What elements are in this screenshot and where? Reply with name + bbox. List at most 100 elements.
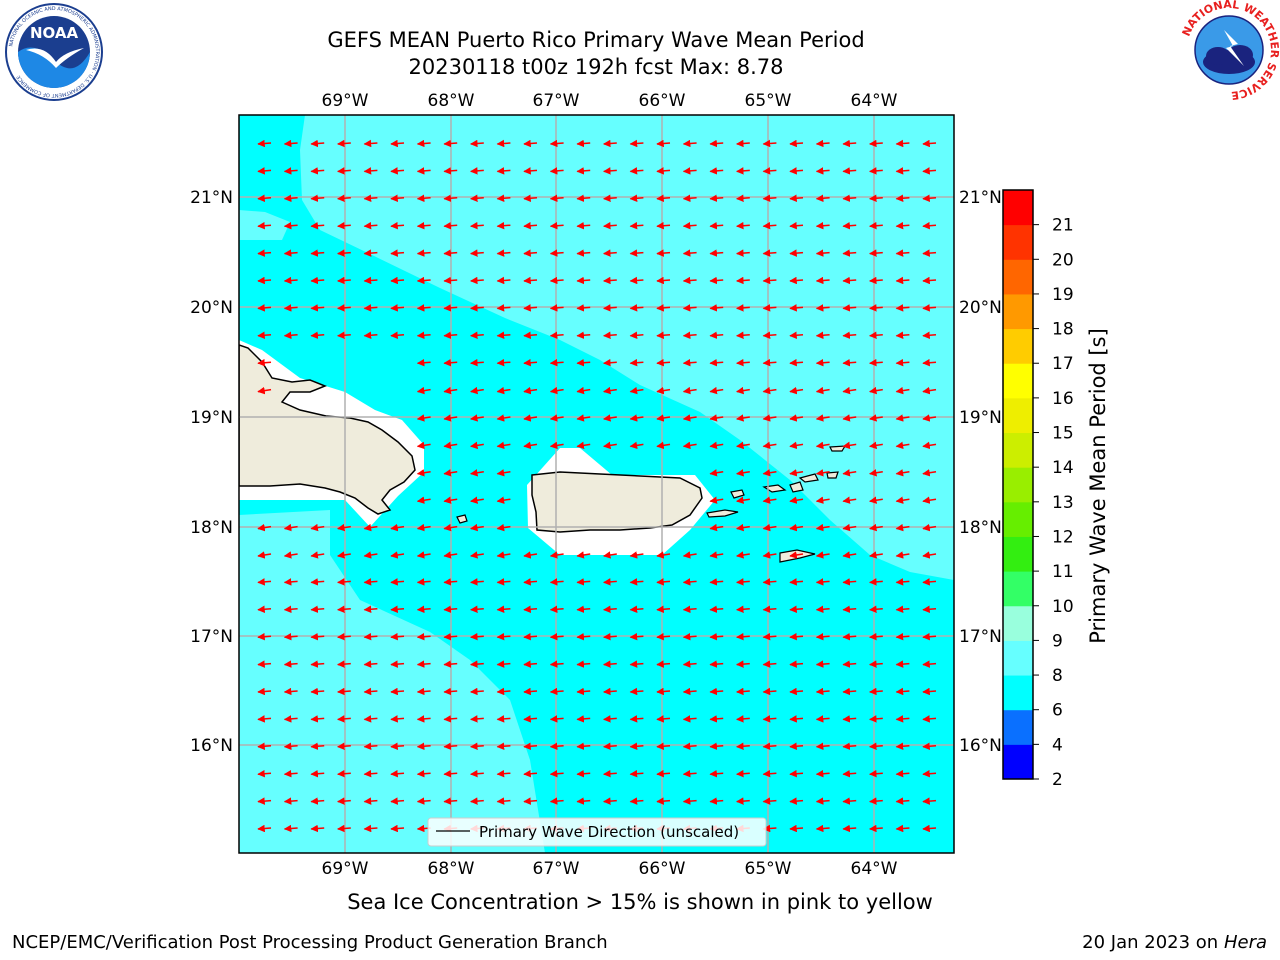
wave-direction-arrow (922, 469, 937, 477)
wave-direction-arrow (523, 605, 538, 614)
wave-direction-arrow (869, 441, 883, 450)
wave-direction-arrow (869, 578, 883, 586)
wave-direction-arrow (682, 276, 697, 285)
wave-direction-arrow (337, 249, 351, 257)
wave-direction-arrow (416, 797, 431, 805)
wave-direction-arrow (257, 742, 272, 751)
wave-direction-arrow (363, 742, 378, 751)
wave-direction-arrow (629, 331, 644, 340)
wave-direction-arrow (416, 496, 431, 504)
wave-direction-arrow (603, 386, 617, 395)
wave-direction-arrow (815, 578, 830, 586)
legend-label: Primary Wave Direction (unscaled) (479, 823, 739, 841)
wave-direction-arrow (496, 469, 511, 477)
wave-direction-arrow (629, 687, 644, 696)
wave-direction-arrow (390, 769, 405, 778)
lon-label-bottom: 65°W (745, 859, 792, 879)
wave-direction-arrow (922, 715, 937, 723)
wave-direction-arrow (443, 715, 458, 723)
wave-direction-arrow (842, 441, 857, 450)
wave-direction-arrow (576, 687, 591, 696)
wave-direction-arrow (416, 194, 431, 203)
wave-direction-arrow (709, 358, 724, 367)
wave-direction-arrow (310, 276, 325, 285)
wave-direction-arrow (762, 139, 777, 148)
wave-direction-arrow (523, 632, 538, 641)
wave-direction-arrow (390, 304, 405, 312)
wave-direction-arrow (390, 523, 405, 532)
wave-direction-arrow (656, 660, 671, 668)
wave-direction-arrow (736, 414, 750, 422)
wave-direction-arrow (869, 358, 883, 367)
wave-direction-arrow (762, 441, 777, 450)
wave-direction-arrow (736, 496, 750, 504)
wave-direction-arrow (682, 386, 697, 395)
wave-direction-arrow (576, 769, 591, 778)
nws-logo: NATIONAL WEATHER SERVICE (1180, 0, 1280, 100)
wave-direction-arrow (310, 769, 325, 778)
island-st-john (789, 481, 804, 493)
wave-direction-arrow (736, 221, 750, 230)
wave-direction-arrow (257, 304, 272, 312)
wave-direction-arrow (496, 221, 511, 230)
wave-direction-arrow (922, 551, 937, 559)
colorbar-segment (1003, 363, 1033, 399)
island-vieques (706, 509, 739, 518)
wave-direction-arrow (363, 139, 378, 148)
wave-direction-arrow (576, 660, 591, 668)
wave-direction-arrow (736, 386, 750, 395)
wave-direction-arrow (549, 687, 564, 696)
wave-direction-arrow (656, 304, 671, 312)
wave-direction-arrow (682, 249, 697, 257)
wave-direction-arrow (815, 496, 830, 504)
colorbar-tick-label: 18 (1052, 320, 1074, 340)
colorbar-tick-label: 17 (1052, 354, 1074, 374)
wave-direction-arrow (895, 496, 910, 504)
wave-direction-arrow (549, 715, 564, 723)
colorbar-segment (1003, 501, 1033, 537)
wave-direction-arrow (257, 687, 272, 696)
wave-direction-arrow (629, 167, 644, 175)
wave-direction-arrow (709, 194, 724, 203)
wave-direction-arrow (443, 605, 458, 614)
wave-direction-arrow (709, 139, 724, 148)
colorbar-segment (1003, 640, 1033, 676)
wave-direction-arrow (443, 386, 458, 395)
wave-direction-arrow (603, 715, 617, 723)
wave-direction-arrow (390, 605, 405, 614)
wave-direction-arrow (629, 551, 644, 559)
colorbar-tick-label: 15 (1052, 424, 1074, 444)
wave-direction-arrow (869, 551, 883, 559)
wave-direction-arrow (869, 715, 883, 723)
wave-direction-arrow (470, 496, 484, 504)
wave-direction-arrow (815, 221, 830, 230)
wave-direction-arrow (789, 687, 804, 696)
wave-direction-arrow (629, 769, 644, 778)
wave-direction-arrow (576, 167, 591, 175)
wave-direction-arrow (895, 304, 910, 312)
wave-direction-arrow (363, 824, 378, 833)
wave-direction-arrow (815, 632, 830, 641)
wave-direction-arrow (895, 139, 910, 148)
wave-direction-arrow (310, 632, 325, 641)
latitude-labels-right: 21°N 20°N 19°N 18°N 17°N 16°N (959, 188, 1002, 756)
wave-direction-arrow (523, 742, 538, 751)
wave-direction-arrow (629, 304, 644, 312)
colorbar-tick-label: 16 (1052, 389, 1074, 409)
wave-direction-arrow (869, 414, 883, 422)
wave-direction-arrow (629, 441, 644, 450)
wave-direction-arrow (869, 687, 883, 696)
wave-direction-arrow (257, 249, 272, 257)
wave-direction-arrow (337, 687, 351, 696)
island-mona (456, 514, 468, 524)
land-puerto-rico (531, 471, 703, 533)
wave-direction-arrow (629, 632, 644, 641)
wave-direction-arrow (283, 139, 298, 148)
wave-direction-arrow (523, 139, 538, 148)
wave-direction-arrow (603, 660, 617, 668)
wave-direction-arrow (895, 715, 910, 723)
wave-direction-arrow (895, 551, 910, 559)
wave-direction-arrow (470, 578, 484, 586)
colorbar-segment (1003, 605, 1033, 641)
